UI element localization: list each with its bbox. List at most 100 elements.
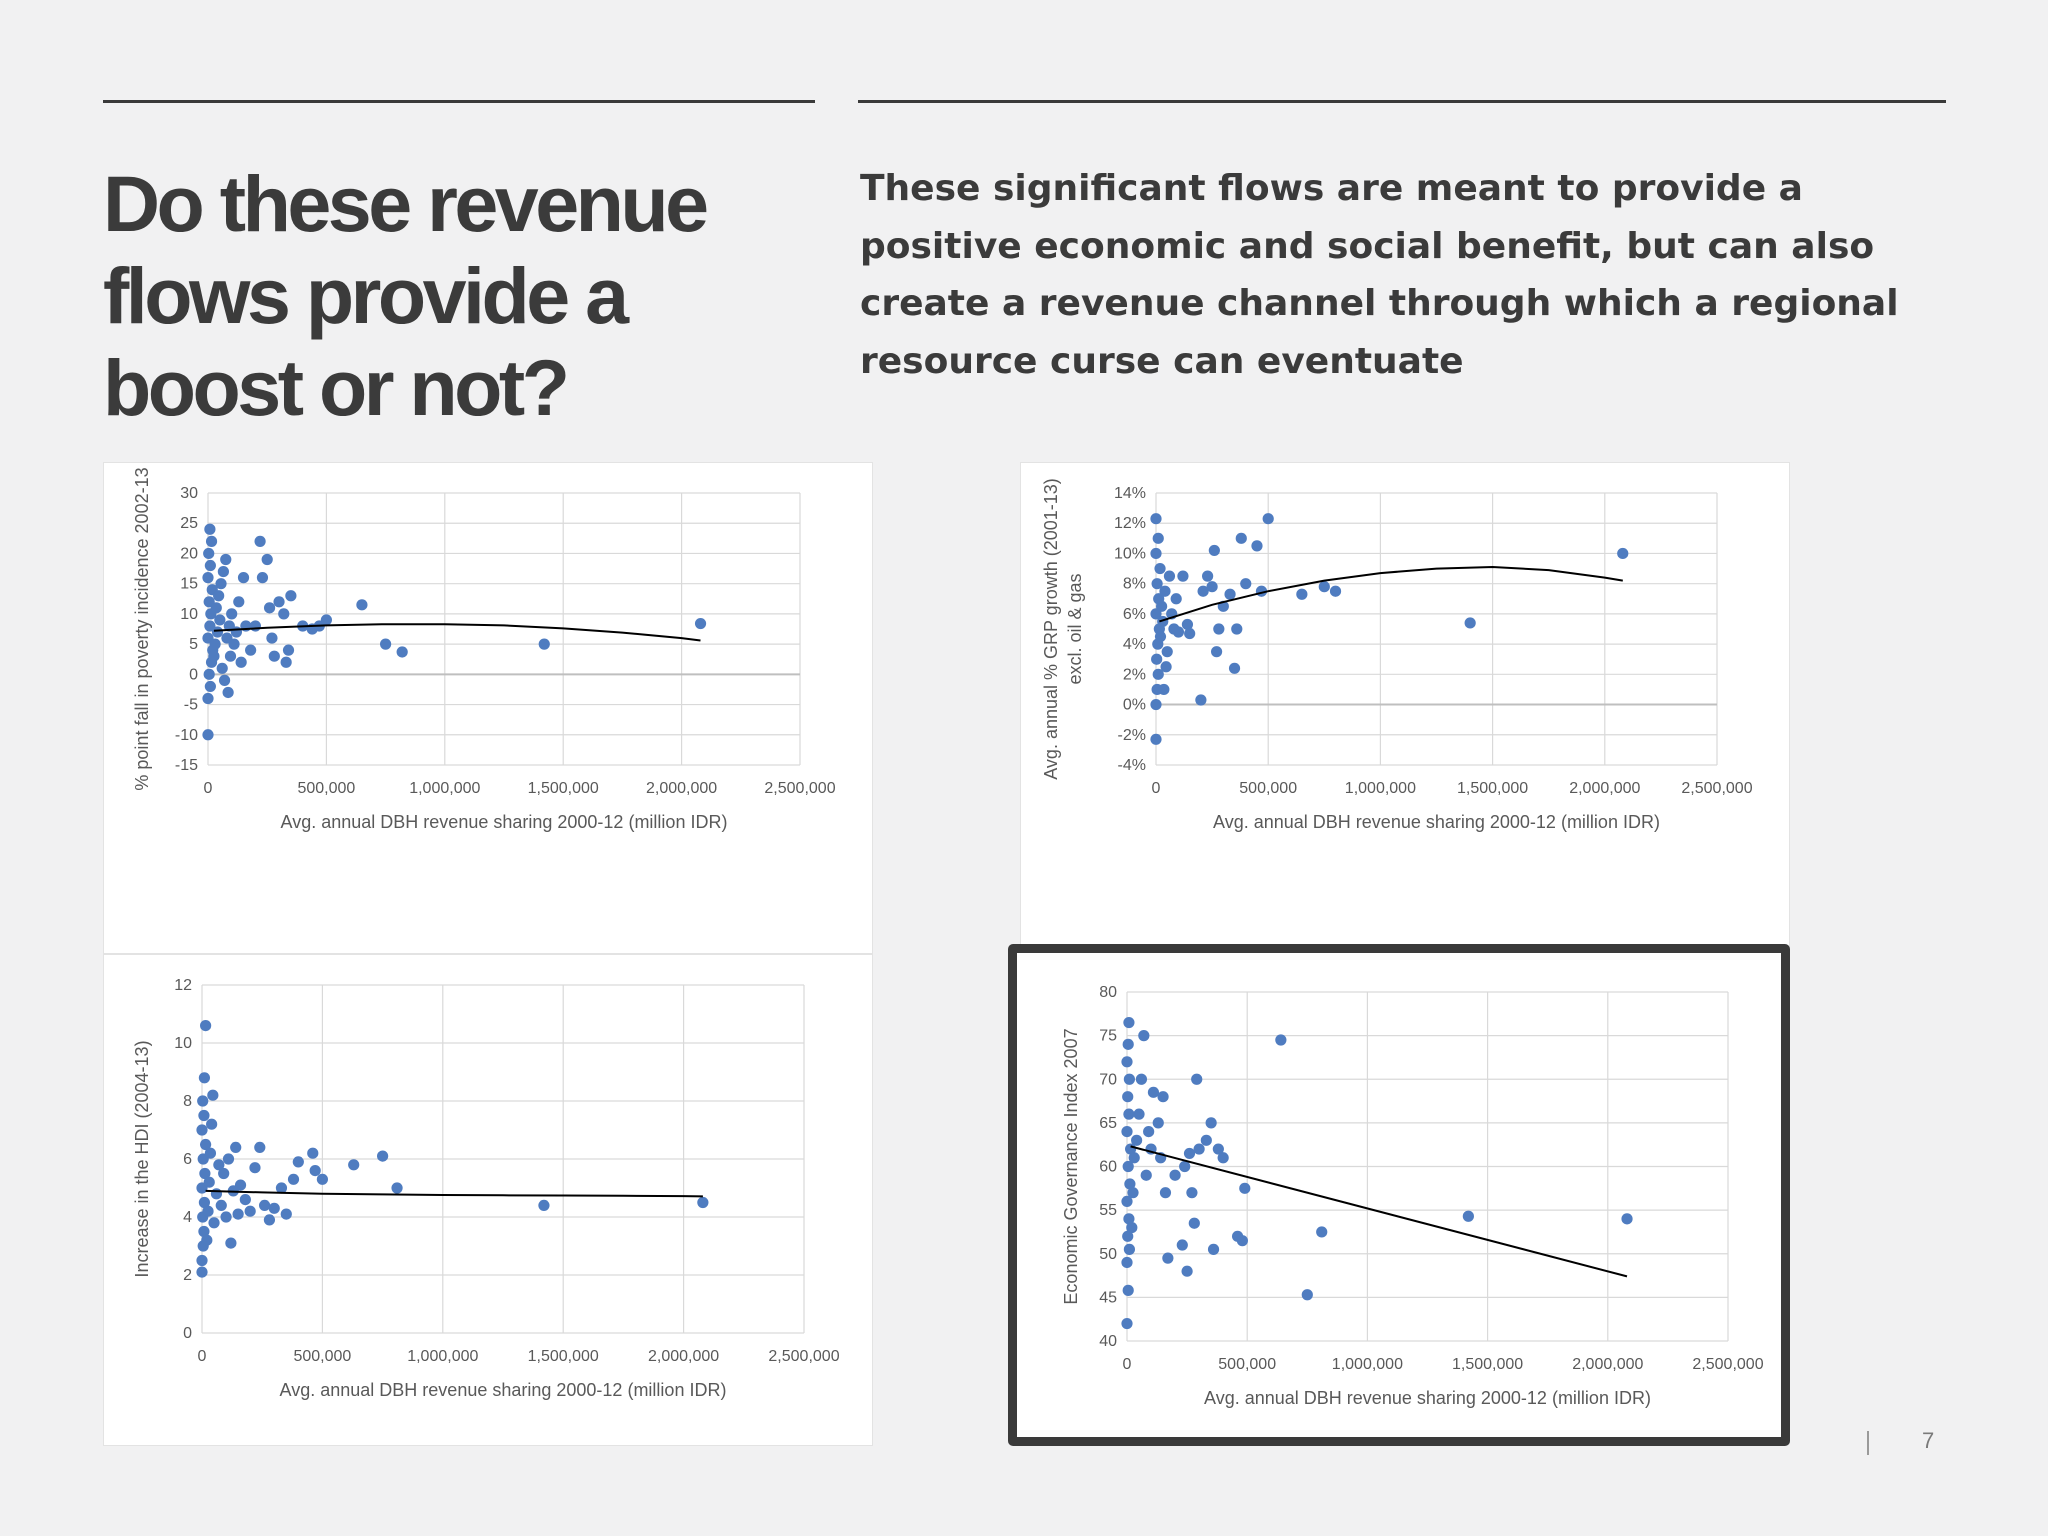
data-point bbox=[1181, 1265, 1193, 1277]
data-point bbox=[1202, 570, 1214, 582]
data-point bbox=[1150, 547, 1162, 560]
data-point bbox=[1176, 1239, 1188, 1251]
data-point bbox=[1131, 1134, 1143, 1146]
data-point bbox=[1122, 1284, 1134, 1296]
y-tick-label: 8 bbox=[183, 1093, 192, 1110]
data-point bbox=[278, 608, 290, 620]
y-axis-title: Increase in the HDI (2004-13) bbox=[132, 1040, 152, 1277]
x-tick-label: 1,500,000 bbox=[1457, 780, 1528, 797]
data-point bbox=[197, 1095, 209, 1107]
data-point bbox=[254, 535, 266, 547]
y-tick-label: 60 bbox=[1099, 1159, 1117, 1176]
data-point bbox=[1121, 1056, 1133, 1068]
data-point bbox=[1121, 1256, 1133, 1269]
data-point bbox=[205, 535, 218, 547]
data-point bbox=[224, 650, 237, 662]
data-point bbox=[234, 1179, 247, 1191]
data-point bbox=[396, 646, 408, 658]
data-point bbox=[309, 1165, 321, 1177]
y-tick-label: 2% bbox=[1123, 666, 1146, 683]
x-tick-label: 0 bbox=[1152, 780, 1161, 797]
data-point bbox=[220, 1211, 232, 1223]
y-tick-label: 25 bbox=[180, 515, 198, 532]
x-tick-label: 2,500,000 bbox=[768, 1348, 839, 1365]
data-point bbox=[1186, 1187, 1198, 1199]
data-point bbox=[202, 692, 214, 705]
data-point bbox=[1224, 588, 1236, 600]
data-point bbox=[1133, 1108, 1145, 1120]
data-point bbox=[198, 1225, 210, 1238]
x-tick-label: 1,000,000 bbox=[1332, 1356, 1403, 1373]
data-point bbox=[226, 608, 238, 620]
data-point bbox=[207, 1089, 219, 1101]
data-point bbox=[1197, 585, 1209, 597]
page-number: 7 bbox=[1922, 1428, 1935, 1453]
data-point bbox=[280, 1208, 292, 1220]
data-point bbox=[538, 638, 550, 650]
y-tick-label: 12 bbox=[174, 977, 192, 994]
data-point bbox=[208, 1217, 220, 1229]
data-point bbox=[254, 1141, 266, 1153]
y-tick-label: 10% bbox=[1114, 545, 1146, 562]
data-point bbox=[201, 1234, 213, 1246]
data-point bbox=[285, 590, 297, 602]
data-point bbox=[1462, 1210, 1474, 1222]
data-point bbox=[377, 1150, 389, 1162]
data-point bbox=[1208, 544, 1220, 557]
y-tick-label: -2% bbox=[1118, 727, 1146, 744]
data-point bbox=[1123, 1243, 1136, 1255]
x-tick-label: 1,000,000 bbox=[1345, 780, 1416, 797]
data-point bbox=[222, 1153, 235, 1165]
data-point bbox=[268, 650, 280, 662]
data-point bbox=[1123, 1016, 1135, 1029]
y-tick-label: 50 bbox=[1099, 1246, 1117, 1263]
data-point bbox=[209, 638, 221, 650]
x-tick-label: 0 bbox=[198, 1348, 207, 1365]
y-tick-label: 80 bbox=[1099, 984, 1117, 1001]
data-point bbox=[1318, 581, 1330, 593]
data-point bbox=[268, 1202, 280, 1214]
y-tick-label: 0% bbox=[1123, 697, 1146, 714]
y-tick-label: 4 bbox=[183, 1209, 192, 1226]
y-tick-label: 0 bbox=[183, 1325, 192, 1342]
data-point bbox=[1316, 1226, 1328, 1238]
data-point bbox=[380, 638, 392, 650]
data-point bbox=[225, 1237, 237, 1249]
data-point bbox=[239, 1194, 251, 1206]
data-point bbox=[287, 1173, 300, 1185]
chart-poverty: -15 -10 -5 0 5 10 15 20 25 30 0 500,000 1,000,000 1,5… bbox=[103, 462, 873, 954]
y-tick-label: 6% bbox=[1123, 606, 1146, 623]
data-point bbox=[1128, 1152, 1140, 1164]
y-tick-label: 5 bbox=[189, 636, 198, 653]
data-point bbox=[203, 547, 215, 560]
data-point bbox=[1135, 1073, 1148, 1085]
data-point bbox=[261, 553, 273, 566]
data-point bbox=[256, 572, 269, 584]
data-point bbox=[1162, 1252, 1174, 1264]
data-point bbox=[1122, 1091, 1134, 1103]
data-point bbox=[202, 1205, 214, 1217]
x-tick-label: 2,000,000 bbox=[648, 1348, 719, 1365]
y-tick-label: 20 bbox=[180, 545, 198, 562]
data-point bbox=[1151, 578, 1163, 590]
data-point bbox=[259, 1199, 271, 1211]
data-point bbox=[230, 626, 243, 638]
data-point bbox=[1181, 618, 1194, 631]
data-point bbox=[1200, 1134, 1212, 1146]
title-rule-right bbox=[858, 100, 1946, 103]
data-point bbox=[1207, 1243, 1220, 1255]
data-point bbox=[1143, 1126, 1155, 1138]
trendline bbox=[1159, 565, 1623, 623]
y-tick-label: 2 bbox=[183, 1267, 192, 1284]
data-point bbox=[1127, 1187, 1139, 1199]
data-point bbox=[213, 590, 225, 602]
data-point bbox=[1329, 585, 1342, 597]
y-tick-label: 65 bbox=[1099, 1115, 1117, 1132]
y-tick-label: 10 bbox=[180, 606, 198, 623]
data-point bbox=[218, 674, 231, 686]
data-point bbox=[237, 572, 250, 584]
x-tick-label: 2,000,000 bbox=[646, 780, 717, 797]
data-point bbox=[208, 650, 220, 662]
title-rule-left bbox=[103, 100, 815, 103]
data-point bbox=[273, 596, 285, 608]
